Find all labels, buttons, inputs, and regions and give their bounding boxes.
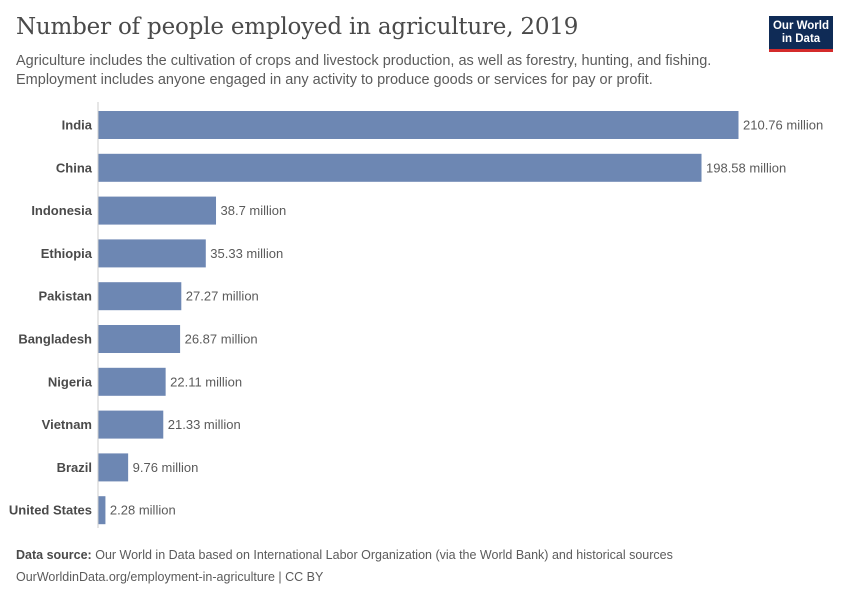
chart-subtitle: Agriculture includes the cultivation of … (16, 53, 712, 88)
url-license[interactable]: OurWorldinData.org/employment-in-agricul… (16, 570, 324, 584)
category-label: China (56, 160, 93, 175)
category-label: India (62, 118, 93, 133)
value-label: 26.87 million (185, 332, 258, 347)
bar-pakistan[interactable] (98, 282, 182, 311)
bar-india[interactable] (98, 111, 739, 139)
bar-chart: India 210.76 million China 198.58 million In… (9, 102, 823, 528)
category-label: Bangladesh (18, 332, 92, 347)
value-label: 21.33 million (168, 417, 241, 432)
logo-line-2: in Data (781, 33, 821, 45)
bar-vietnam[interactable] (98, 410, 164, 439)
bar-ethiopia[interactable] (98, 239, 206, 268)
owid-logo[interactable]: Our World in Data (769, 16, 833, 52)
value-label: 38.7 million (221, 203, 287, 218)
category-label: Indonesia (31, 203, 92, 218)
category-label: Vietnam (42, 417, 92, 432)
bar-nigeria[interactable] (98, 367, 166, 396)
category-label: Pakistan (39, 289, 93, 304)
value-label: 2.28 million (110, 503, 176, 518)
data-source: Data source: Our World in Data based on … (16, 548, 673, 562)
category-label: United States (9, 503, 92, 518)
bar-indonesia[interactable] (98, 196, 217, 225)
bar-china[interactable] (98, 153, 702, 182)
value-label: 9.76 million (133, 460, 199, 475)
bar-brazil[interactable] (98, 453, 129, 482)
bar-united-states[interactable] (98, 496, 106, 525)
bar-bangladesh[interactable] (98, 325, 181, 353)
value-label: 22.11 million (170, 374, 242, 389)
category-label: Nigeria (48, 374, 93, 389)
data-source-text: Our World in Data based on International… (95, 548, 673, 562)
chart-title: Number of people employed in agriculture… (16, 14, 579, 40)
category-label: Brazil (57, 460, 92, 475)
category-label: Ethiopia (41, 246, 93, 261)
data-source-label: Data source: (16, 548, 92, 562)
value-label: 210.76 million (743, 118, 823, 133)
value-label: 35.33 million (210, 246, 283, 261)
logo-line-1: Our World (772, 20, 829, 32)
value-label: 27.27 million (186, 289, 259, 304)
value-label: 198.58 million (706, 160, 786, 175)
